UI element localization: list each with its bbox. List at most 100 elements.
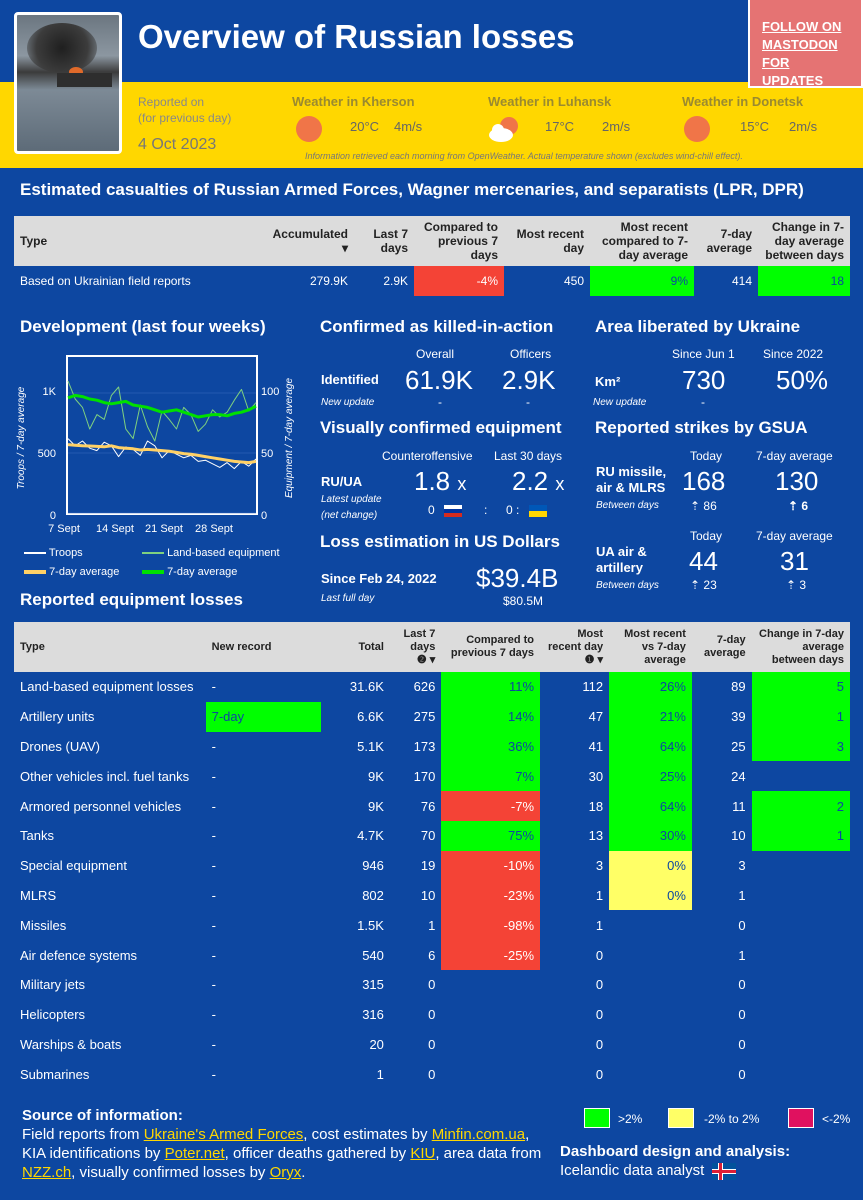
cell-change <box>752 970 850 1000</box>
cell-vs-avg: 26% <box>609 672 692 702</box>
cell-change <box>752 761 850 791</box>
cell-last7: 1 <box>428 917 436 933</box>
cell-total: 20 <box>369 1036 384 1052</box>
col-type[interactable]: Type <box>14 622 206 672</box>
cell-record: - <box>211 1036 216 1052</box>
col-compared[interactable]: Compared to previous 7 days <box>414 216 504 266</box>
weather-luhansk-wind: 2m/s <box>602 119 631 134</box>
source-link[interactable]: KIU <box>410 1145 436 1162</box>
left-tick: 1K <box>43 386 57 398</box>
partly-cloudy-icon <box>489 117 518 142</box>
legend-yellow-swatch <box>668 1108 694 1128</box>
source-link[interactable]: Oryx <box>269 1164 302 1181</box>
row-type: Based on Ukrainian field reports <box>20 274 191 288</box>
cell-vs-avg <box>609 940 692 970</box>
cell-compared: -7% <box>441 791 541 821</box>
col-compared[interactable]: Compared to previous 7 days <box>441 622 541 672</box>
area-col1: Since Jun 1 <box>672 347 735 361</box>
cell-vs-avg: 21% <box>609 701 692 732</box>
cell-avg: 24 <box>731 768 746 784</box>
col-last7[interactable]: Last 7 days <box>354 216 414 266</box>
table-row: Missiles - 1.5K 1 -98% 1 0 <box>14 910 850 941</box>
reported-label: Reported on (for previous day) <box>138 95 232 125</box>
weather-note: Information retrieved each morning from … <box>305 151 743 161</box>
cell-type: Artillery units <box>20 709 95 725</box>
weather-donetsk-wind: 2m/s <box>789 119 818 134</box>
col-total[interactable]: Total <box>320 622 390 672</box>
cell-recent: 0 <box>595 947 604 963</box>
cell-total: 315 <box>362 977 384 993</box>
cell-compared: -25% <box>441 940 541 970</box>
cell-avg: 0 <box>738 1036 746 1052</box>
cell-last7: 275 <box>413 709 436 725</box>
follow-mastodon-link[interactable]: FOLLOW ON MASTODON FOR UPDATES <box>748 0 863 88</box>
strikes-ru-avg: 130 <box>775 466 819 496</box>
cell-compared: 11% <box>441 672 541 702</box>
page-title: Overview of Russian losses <box>138 18 575 55</box>
cell-vs-avg <box>609 910 692 940</box>
cell-last7: 0 <box>428 977 436 993</box>
col-avg7[interactable]: 7-day average <box>694 216 758 266</box>
cell-avg: 0 <box>738 1007 746 1023</box>
x-tick: 7 Sept <box>48 523 80 535</box>
weather-luhansk-temp: 17°C <box>545 119 575 134</box>
cell-type: Air defence systems <box>20 947 138 963</box>
col-recent-vs-avg[interactable]: Most recent compared to 7-day average <box>590 216 694 266</box>
col-accumulated[interactable]: Accumulated ▾ <box>254 216 354 266</box>
cell-record: - <box>211 798 216 814</box>
col-recent[interactable]: Most recent day ❶ ▾ <box>540 622 610 672</box>
cell-compared: 7% <box>441 761 541 792</box>
equipment-heading: Reported equipment losses <box>20 590 243 609</box>
cell-record: - <box>211 768 216 784</box>
col-change[interactable]: Change in 7-day average between days <box>758 216 850 266</box>
strikes-today-label: Today <box>690 449 723 463</box>
source-link[interactable]: Poter.net <box>164 1145 225 1162</box>
cell-vs-avg: 64% <box>609 791 692 821</box>
cell-change <box>752 1000 850 1030</box>
visual-row-sub2: (net change) <box>321 510 378 521</box>
weather-kherson-title: Weather in Kherson <box>292 94 415 109</box>
table-row: Based on Ukrainian field reports 279.9K … <box>14 266 850 296</box>
visual-val1: 1.8 x <box>414 466 467 496</box>
col-vs-avg[interactable]: Most recent vs 7-day average <box>609 622 692 672</box>
cell-recent: 3 <box>595 858 604 874</box>
col-recent[interactable]: Most recent day <box>504 216 590 266</box>
cell-total: 9K <box>368 768 384 784</box>
cell-vs-avg: 64% <box>609 731 692 762</box>
cell-total: 6.6K <box>357 709 384 725</box>
kia-col-overall: Overall <box>416 347 455 361</box>
legend-troops: Troops <box>24 547 83 559</box>
cell-type: Drones (UAV) <box>20 738 100 754</box>
reported-date: 4 Oct 2023 <box>138 136 217 153</box>
table-header: Type New record Total Last 7 days ❷ ▾ Com… <box>14 622 850 672</box>
development-heading: Development (last four weeks) <box>20 317 266 336</box>
cell-change <box>752 1030 850 1060</box>
source-link[interactable]: Minfin.com.ua <box>431 1126 526 1143</box>
y-right-label: Equipment / 7-day average <box>284 378 295 499</box>
col-last7[interactable]: Last 7 days ❷ ▾ <box>389 622 442 672</box>
cell-avg: 10 <box>731 828 746 844</box>
source-link[interactable]: Ukraine's Armed Forces <box>143 1126 304 1143</box>
cell-type: MLRS <box>20 887 57 903</box>
header-top <box>0 0 863 82</box>
ukraine-flag-icon <box>528 504 547 517</box>
col-avg[interactable]: 7-day average <box>691 622 752 672</box>
kia-officers-value: 2.9K <box>502 365 556 395</box>
area-val1-change: - <box>701 395 705 409</box>
cell-total: 4.7K <box>357 828 384 844</box>
source-link[interactable]: NZZ.ch <box>22 1164 72 1181</box>
cell-recent: 1 <box>595 887 604 903</box>
visual-net-ua: 0 : <box>506 503 547 517</box>
col-change[interactable]: Change in 7-day average between days <box>751 622 850 672</box>
row-recent: 450 <box>563 274 584 288</box>
strikes-avg-label: 7-day average <box>756 449 833 463</box>
cell-type: Other vehicles incl. fuel tanks <box>20 768 190 784</box>
cell-record: - <box>211 917 216 933</box>
row-compared: -4% <box>414 266 504 296</box>
col-type[interactable]: Type <box>14 216 254 266</box>
header-photo <box>14 12 122 154</box>
usd-last-day: $80.5M <box>503 594 544 608</box>
cell-vs-avg: 0% <box>609 850 692 881</box>
strikes-ua-avg: 31 <box>780 546 809 576</box>
col-new-record[interactable]: New record <box>205 622 321 672</box>
